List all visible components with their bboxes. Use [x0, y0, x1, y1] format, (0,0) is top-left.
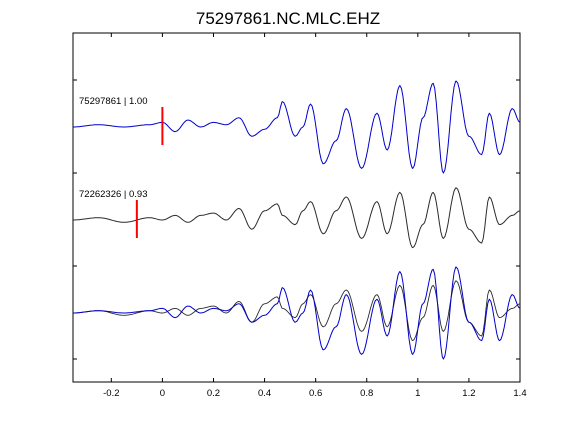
- x-tick-label: 0.4: [258, 388, 271, 399]
- x-tick-label: 1.2: [462, 388, 475, 399]
- plot-frame: [72, 32, 521, 383]
- x-tick-label: 0.6: [309, 388, 322, 399]
- x-tick-label: 1.4: [513, 388, 526, 399]
- chart-title: 75297861.NC.MLC.EHZ: [196, 9, 380, 28]
- x-tick-label: 1: [415, 388, 420, 399]
- trace-72262326-line: [73, 187, 521, 249]
- trace-label-75297861: 75297861 | 1.00: [79, 96, 148, 107]
- plot-area: 75297861 | 1.00 72262326 | 0.93 -0.2 0 0.2 0.…: [73, 33, 527, 399]
- trace-75297861-overlay: [73, 266, 521, 360]
- x-tick-label: 0.2: [207, 388, 220, 399]
- x-tick-label: -0.2: [103, 388, 119, 399]
- trace-75297861-line: [73, 80, 521, 174]
- x-tick-label: 0: [160, 388, 165, 399]
- x-tick-label: 0.8: [360, 388, 373, 399]
- trace-label-72262326: 72262326 | 0.93: [79, 189, 148, 200]
